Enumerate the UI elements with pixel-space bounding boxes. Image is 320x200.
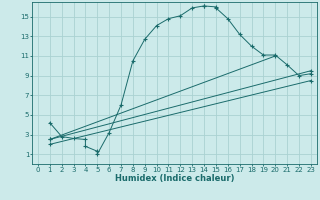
X-axis label: Humidex (Indice chaleur): Humidex (Indice chaleur) — [115, 174, 234, 183]
